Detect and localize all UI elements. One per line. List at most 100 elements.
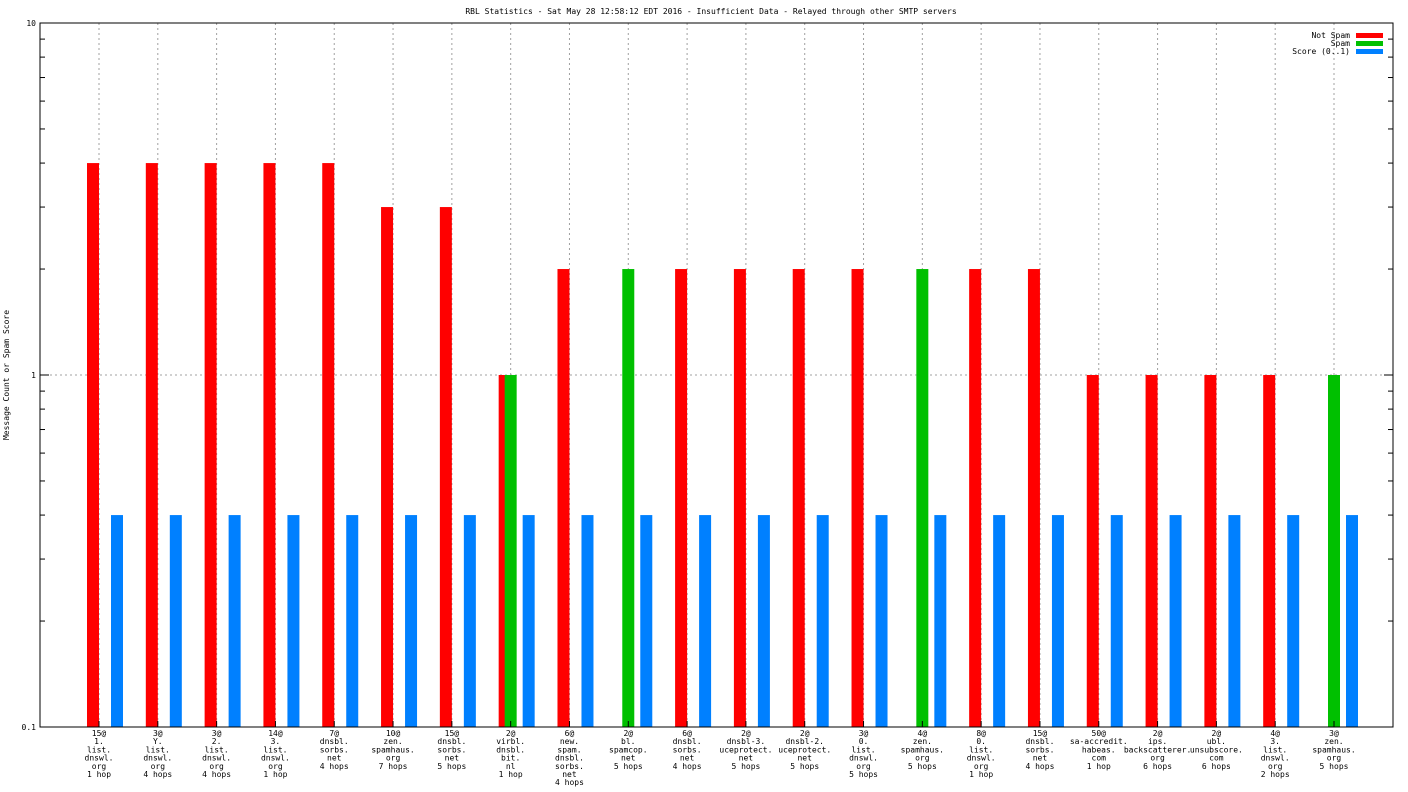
not-spam-bar <box>1027 269 1040 727</box>
x-tick-label-line: org <box>92 762 107 771</box>
x-tick-label-line: sorbs. <box>673 745 702 754</box>
x-tick-label-line: spam. <box>557 745 581 754</box>
x-tick-label-line: 15@ <box>1033 729 1048 738</box>
x-tick-label-line: 5 hops <box>437 762 466 771</box>
bars-layer <box>87 163 1358 727</box>
x-tick-label-line: 2 hops <box>1261 770 1290 779</box>
x-tick-label-line: dnsbl. <box>437 737 466 746</box>
x-tick-label-line: bit. <box>501 754 520 763</box>
x-tick-label-line: 1. <box>94 737 104 746</box>
chart-title: RBL Statistics - Sat May 28 12:58:12 EDT… <box>465 7 956 16</box>
score-bar <box>934 515 947 727</box>
x-tick-label-line: dnswl. <box>85 754 114 763</box>
x-tick-label-line: uceprotect. <box>719 745 772 754</box>
x-tick-label-line: 3@ <box>859 729 869 738</box>
x-tick-label-line: habeas. <box>1082 745 1116 754</box>
x-tick-label: 2@ dnsbl-2. uceprotect. net 5 hops <box>778 729 831 771</box>
legend-swatch <box>1356 41 1383 46</box>
x-tick-label-line: org <box>268 762 283 771</box>
x-tick-label-line: sorbs. <box>555 762 584 771</box>
x-tick-label-line: 2. <box>212 737 222 746</box>
x-tick-label-line: dnsbl. <box>673 737 702 746</box>
legend-swatch <box>1356 33 1383 38</box>
x-tick-label-line: zen. <box>1324 737 1343 746</box>
x-tick-label: 7@ dnsbl. sorbs. net 4 hops <box>320 729 349 771</box>
x-tick-label-line: sa-accredit. <box>1070 737 1128 746</box>
score-bar <box>875 515 888 727</box>
x-tick-label-line: 3. <box>271 737 281 746</box>
x-tick-label: 15@ dnsbl. sorbs. net 4 hops <box>1025 729 1054 771</box>
x-tick-label-line: dnswl. <box>261 754 290 763</box>
spam-bar <box>916 269 929 727</box>
score-bar <box>346 515 359 727</box>
x-tick-label-line: 4 hops <box>320 762 349 771</box>
x-tick-label: 2@ ips. backscatterer. org 6 hops <box>1124 729 1191 771</box>
not-spam-bar <box>675 269 688 727</box>
score-bar <box>993 515 1006 727</box>
x-tick-label-line: 4 hops <box>202 770 231 779</box>
score-bar <box>757 515 770 727</box>
score-bar <box>169 515 182 727</box>
x-tick-label-line: net <box>445 754 460 763</box>
x-tick-label-line: 4@ <box>918 729 928 738</box>
x-tick-label-line: 5 hops <box>908 762 937 771</box>
x-tick-label-line: net <box>327 754 342 763</box>
x-tick-label-line: org <box>915 754 930 763</box>
x-tick-label-line: org <box>1150 754 1165 763</box>
x-tick-label-line: 3@ <box>212 729 222 738</box>
not-spam-bar <box>1086 375 1099 727</box>
x-tick-label-line: list. <box>263 745 287 754</box>
x-tick-label-line: net <box>797 754 812 763</box>
x-tick-label-line: spamhaus. <box>1312 745 1355 754</box>
x-tick-label: 6@ dnsbl. sorbs. net 4 hops <box>673 729 702 771</box>
x-tick-label-line: spamcop. <box>609 745 648 754</box>
x-tick-label-line: ips. <box>1148 737 1167 746</box>
x-tick-label-line: dnswl. <box>143 754 172 763</box>
x-tick-label-line: net <box>1033 754 1048 763</box>
x-tick-label-line: list. <box>969 745 993 754</box>
x-tick-label-line: sorbs. <box>437 745 466 754</box>
x-tick-label-line: 4 hops <box>143 770 172 779</box>
x-tick-label-line: 5 hops <box>790 762 819 771</box>
x-tick-label-line: 1 hop <box>263 770 287 779</box>
legend-label: Score (0..1) <box>1292 47 1350 56</box>
x-tick-label: 15@ 1. list. dnswl. org 1 hop <box>85 729 114 779</box>
x-tick-label-line: list. <box>205 745 229 754</box>
score-bar <box>1287 515 1300 727</box>
x-tick-label: 15@ dnsbl. sorbs. net 5 hops <box>437 729 466 771</box>
x-tick-label-line: com <box>1092 754 1107 763</box>
not-spam-bar <box>733 269 746 727</box>
x-tick-label-line: sorbs. <box>320 745 349 754</box>
x-tick-label-line: uceprotect. <box>778 745 831 754</box>
x-tick-label-line: dnsbl. <box>496 745 525 754</box>
x-tick-label-line: 2@ <box>800 729 810 738</box>
y-tick-label: 0.1 <box>22 723 37 732</box>
x-tick-label-line: 3@ <box>1329 729 1339 738</box>
not-spam-bar <box>322 163 335 727</box>
not-spam-bar <box>851 269 864 727</box>
score-bar <box>1228 515 1241 727</box>
legend-label: Spam <box>1331 39 1350 48</box>
x-tick-label: 3@ Y. list. dnswl. org 4 hops <box>143 729 172 779</box>
x-tick-label: 4@ 3. list. dnswl. org 2 hops <box>1261 729 1290 779</box>
x-tick-label: 3@ 0. list. dnswl. org 5 hops <box>849 729 878 779</box>
x-tick-label-line: 4 hops <box>555 778 584 787</box>
not-spam-bar <box>145 163 158 727</box>
x-tick-label-line: org <box>1268 762 1283 771</box>
x-tick-label-line: org <box>209 762 224 771</box>
x-tick-label: 50@ sa-accredit. habeas. com 1 hop <box>1070 729 1128 771</box>
not-spam-bar <box>439 207 452 727</box>
x-tick-label-line: zen. <box>913 737 932 746</box>
x-tick-label: 3@ zen. spamhaus. org 5 hops <box>1312 729 1355 771</box>
x-tick-label-line: zen. <box>383 737 402 746</box>
score-bar <box>699 515 712 727</box>
not-spam-bar <box>1204 375 1217 727</box>
x-tick-label-line: 6 hops <box>1202 762 1231 771</box>
x-tick-label-line: 3@ <box>153 729 163 738</box>
spam-bar <box>622 269 635 727</box>
x-tick-label-line: bl. <box>621 737 635 746</box>
x-tick-label-line: net <box>621 754 636 763</box>
legend-swatch <box>1356 49 1383 54</box>
